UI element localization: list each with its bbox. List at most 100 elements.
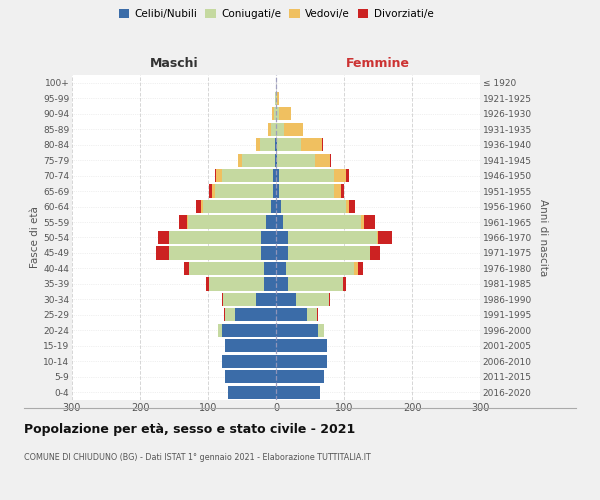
Bar — [216, 169, 221, 182]
Bar — [188, 216, 266, 228]
Bar — [276, 107, 279, 120]
Bar — [272, 169, 276, 182]
Bar — [187, 216, 188, 228]
Bar — [280, 169, 334, 182]
Bar — [317, 308, 318, 322]
Bar — [334, 169, 346, 182]
Y-axis label: Anni di nascita: Anni di nascita — [538, 199, 548, 276]
Bar — [281, 200, 346, 213]
Bar — [296, 293, 329, 306]
Bar — [276, 246, 288, 260]
Bar — [286, 262, 354, 275]
Bar — [277, 154, 315, 166]
Bar — [279, 107, 291, 120]
Legend: Celibi/Nubili, Coniugati/e, Vedovi/e, Divorziati/e: Celibi/Nubili, Coniugati/e, Vedovi/e, Di… — [115, 5, 437, 24]
Bar — [276, 324, 318, 337]
Bar — [272, 107, 274, 120]
Bar — [358, 262, 363, 275]
Text: Maschi: Maschi — [149, 58, 199, 70]
Bar — [203, 200, 271, 213]
Bar — [288, 278, 343, 290]
Bar — [343, 278, 346, 290]
Bar — [284, 122, 303, 136]
Bar — [264, 262, 276, 275]
Bar — [334, 184, 341, 198]
Bar — [206, 278, 209, 290]
Bar — [268, 122, 271, 136]
Bar — [301, 138, 322, 151]
Bar — [215, 184, 272, 198]
Bar — [218, 324, 221, 337]
Bar — [224, 308, 225, 322]
Bar — [307, 308, 317, 322]
Bar — [283, 216, 361, 228]
Bar — [346, 169, 349, 182]
Bar — [157, 246, 169, 260]
Bar — [221, 169, 272, 182]
Bar — [256, 293, 276, 306]
Bar — [276, 340, 327, 352]
Bar — [330, 154, 331, 166]
Bar — [225, 370, 276, 384]
Bar — [276, 278, 288, 290]
Bar — [276, 169, 280, 182]
Text: COMUNE DI CHIUDUNO (BG) - Dati ISTAT 1° gennaio 2021 - Elaborazione TUTTITALIA.I: COMUNE DI CHIUDUNO (BG) - Dati ISTAT 1° … — [24, 452, 371, 462]
Bar — [196, 200, 201, 213]
Bar — [261, 231, 276, 244]
Bar — [276, 293, 296, 306]
Bar — [288, 246, 370, 260]
Bar — [288, 231, 377, 244]
Bar — [276, 138, 277, 151]
Bar — [361, 216, 364, 228]
Bar — [341, 184, 344, 198]
Bar — [221, 293, 223, 306]
Bar — [215, 169, 216, 182]
Bar — [221, 324, 276, 337]
Bar — [280, 184, 334, 198]
Bar — [223, 293, 256, 306]
Bar — [221, 354, 276, 368]
Bar — [277, 138, 301, 151]
Bar — [266, 216, 276, 228]
Bar — [275, 138, 276, 151]
Bar — [378, 231, 392, 244]
Bar — [271, 200, 276, 213]
Bar — [276, 216, 283, 228]
Bar — [370, 246, 380, 260]
Bar — [209, 278, 264, 290]
Bar — [256, 138, 260, 151]
Bar — [277, 92, 280, 105]
Bar — [274, 107, 276, 120]
Bar — [276, 308, 307, 322]
Bar — [276, 370, 323, 384]
Bar — [179, 216, 187, 228]
Bar — [349, 200, 355, 213]
Text: Femmine: Femmine — [346, 58, 410, 70]
Bar — [260, 138, 275, 151]
Bar — [229, 386, 276, 399]
Bar — [189, 262, 264, 275]
Bar — [225, 308, 235, 322]
Bar — [276, 200, 281, 213]
Bar — [329, 293, 331, 306]
Bar — [264, 278, 276, 290]
Bar — [346, 200, 349, 213]
Bar — [276, 154, 277, 166]
Bar — [169, 231, 261, 244]
Bar — [261, 246, 276, 260]
Bar — [276, 354, 327, 368]
Bar — [315, 154, 330, 166]
Bar — [235, 308, 276, 322]
Bar — [238, 154, 242, 166]
Bar — [272, 184, 276, 198]
Text: Popolazione per età, sesso e stato civile - 2021: Popolazione per età, sesso e stato civil… — [24, 422, 355, 436]
Y-axis label: Fasce di età: Fasce di età — [30, 206, 40, 268]
Bar — [209, 184, 212, 198]
Bar — [322, 138, 323, 151]
Bar — [184, 262, 189, 275]
Bar — [364, 216, 375, 228]
Bar — [201, 200, 203, 213]
Bar — [377, 231, 378, 244]
Bar — [242, 154, 275, 166]
Bar — [275, 154, 276, 166]
